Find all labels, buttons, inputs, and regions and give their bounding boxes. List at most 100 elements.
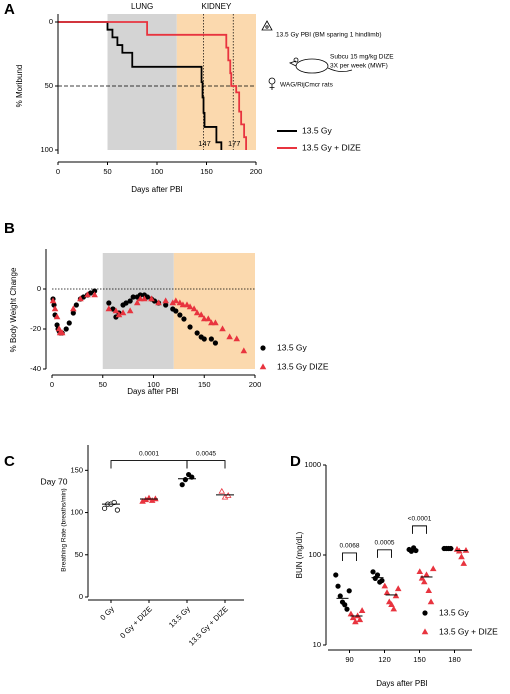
data-point (162, 297, 169, 304)
data-point (205, 315, 212, 322)
y-tick-label: 50 (45, 81, 53, 90)
annotation: 3X per week (MWF) (330, 63, 388, 70)
data-point (63, 326, 69, 332)
data-point (187, 324, 193, 330)
region-label: LUNG (131, 2, 153, 11)
data-point (137, 295, 144, 302)
data-point (49, 297, 57, 304)
data-point (346, 588, 352, 594)
data-point (349, 614, 357, 621)
data-point (58, 329, 66, 336)
annotation: WAG/RijCmcr rats (280, 82, 334, 89)
data-point (344, 606, 350, 612)
data-point (394, 585, 402, 592)
comparison-bracket (412, 525, 427, 534)
step-line (58, 21, 247, 150)
y-tick-label: -20 (30, 324, 41, 333)
data-point (218, 487, 226, 494)
legend-swatch (260, 345, 266, 351)
data-point (177, 312, 183, 318)
data-point (152, 495, 159, 502)
x-tick-label: 13.5 Gy (167, 604, 192, 629)
data-point (208, 319, 215, 326)
legend-label: 13.5 Gy + DIZE (302, 142, 361, 152)
step-line (58, 21, 223, 150)
data-point (84, 291, 91, 298)
rat-icon (288, 57, 353, 74)
y-tick-label: 50 (75, 550, 83, 559)
data-point (163, 302, 169, 308)
data-point (186, 303, 194, 310)
x-axis-label: Days after PBI (131, 185, 183, 194)
x-tick-label: 180 (448, 655, 461, 664)
data-point (105, 305, 113, 312)
panel-letter: B (4, 220, 15, 237)
data-point (194, 330, 200, 336)
legend-swatch (422, 610, 428, 616)
data-point (55, 325, 63, 332)
data-point (91, 291, 98, 298)
x-tick-label: 200 (250, 167, 263, 176)
data-point (73, 302, 79, 308)
data-point (240, 347, 248, 354)
x-tick-label: 0 Gy (98, 604, 116, 622)
x-tick-label: 150 (200, 167, 213, 176)
x-tick-label: 100 (147, 380, 160, 389)
comparison-bracket (342, 552, 357, 561)
shaded-region (107, 14, 177, 150)
data-point (182, 477, 188, 483)
data-point (370, 569, 376, 575)
data-point (112, 307, 120, 314)
data-point (183, 301, 191, 308)
data-point (102, 505, 108, 511)
x-tick-label: 150 (198, 380, 211, 389)
data-point (179, 482, 185, 488)
legend-swatch (421, 628, 429, 635)
chart-title: Day 70 (41, 476, 68, 486)
comparison-bracket (110, 460, 188, 469)
p-value: 0.0045 (196, 450, 216, 457)
annotation: Subcu 15 mg/kg DIZE (330, 54, 394, 61)
y-tick-label: 100 (70, 508, 83, 517)
data-point (70, 310, 76, 316)
data-point (114, 507, 121, 513)
x-axis-label: Days after PBI (127, 387, 179, 396)
panel-letter: A (4, 1, 15, 18)
x-tick-label: 90 (345, 655, 353, 664)
legend-label: 13.5 Gy (302, 125, 333, 135)
y-tick-label: 100 (308, 550, 321, 559)
data-point (141, 295, 148, 302)
y-tick-label: 1000 (304, 460, 321, 469)
data-point (148, 295, 155, 302)
y-tick-label: -40 (30, 364, 41, 373)
y-tick-label: 10 (313, 640, 321, 649)
data-point (200, 315, 208, 322)
data-point (354, 612, 361, 619)
p-value: 0.0001 (139, 450, 159, 457)
x-tick-label: 0 (56, 167, 60, 176)
legend-label: 13.5 Gy (439, 607, 470, 617)
data-point (51, 305, 59, 312)
comparison-bracket (186, 460, 226, 469)
data-point (53, 313, 61, 320)
data-point (127, 298, 133, 304)
data-point (358, 607, 366, 613)
x-tick-label: 13.5 Gy + DIZE (187, 604, 230, 647)
data-point (425, 587, 433, 594)
data-point (429, 565, 437, 572)
shaded-region (173, 253, 255, 369)
data-point (181, 316, 187, 322)
x-tick-label: 150 (413, 655, 426, 664)
data-point (119, 309, 127, 316)
data-point (126, 307, 134, 314)
radiation-icon (261, 20, 273, 31)
data-point (133, 299, 141, 306)
annotation: 13.5 Gy PBI (BM sparing 1 hindlimb) (276, 32, 382, 39)
female-icon (268, 77, 276, 90)
data-point (233, 335, 241, 342)
data-point (381, 582, 389, 589)
comparison-bracket (377, 549, 392, 558)
data-point (392, 592, 400, 599)
data-point (193, 309, 201, 316)
